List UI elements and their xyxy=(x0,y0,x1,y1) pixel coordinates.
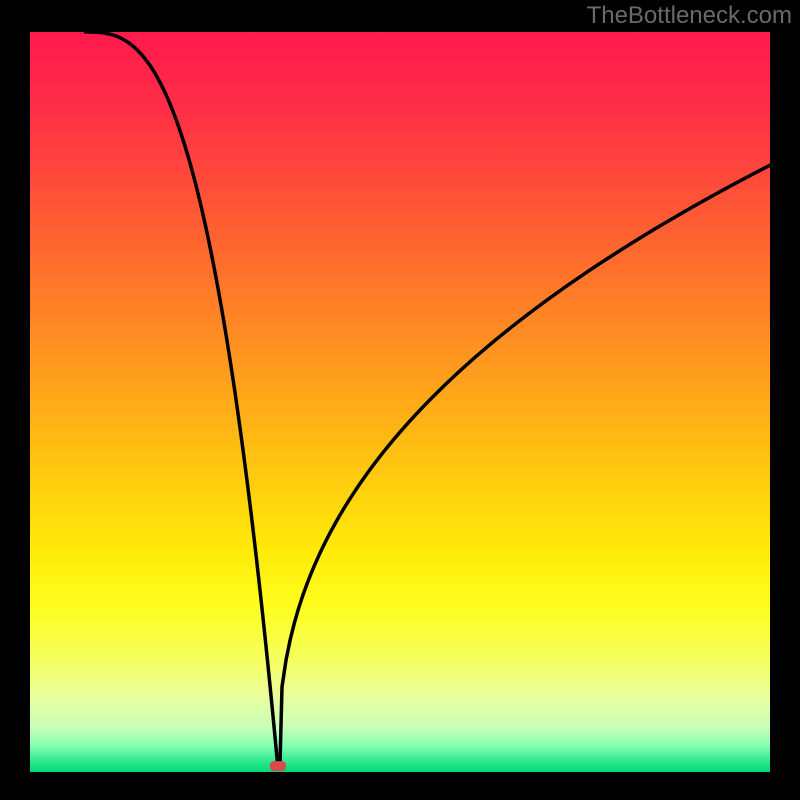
plot-area xyxy=(30,32,770,772)
watermark-text: TheBottleneck.com xyxy=(587,2,792,30)
trough-marker xyxy=(270,761,286,771)
chart-stage: TheBottleneck.com xyxy=(0,0,800,800)
plot-svg xyxy=(30,32,770,772)
gradient-background xyxy=(30,32,770,772)
